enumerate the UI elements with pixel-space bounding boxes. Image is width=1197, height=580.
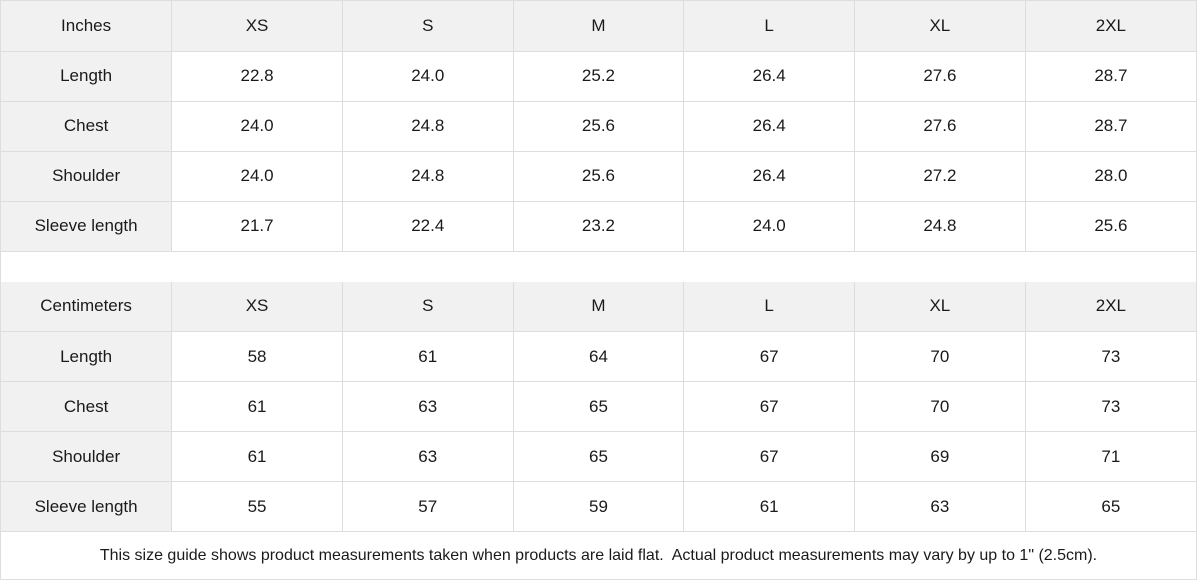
row-label-cell: Length — [1, 331, 173, 382]
inches-table: Inches XS S M L XL 2XL Length 22.8 24.0 … — [1, 1, 1196, 252]
value-cell: 65 — [1025, 481, 1196, 532]
size-header-cell: S — [342, 281, 514, 332]
table-header-row: Centimeters XS S M L XL 2XL — [1, 281, 1196, 332]
value-cell: 24.8 — [854, 201, 1026, 252]
value-cell: 61 — [342, 331, 514, 382]
value-cell: 61 — [171, 381, 343, 432]
size-header-cell: 2XL — [1025, 281, 1196, 332]
value-cell: 67 — [683, 381, 856, 432]
size-header-cell: S — [342, 1, 514, 52]
value-cell: 24.8 — [342, 151, 514, 202]
value-cell: 59 — [513, 481, 685, 532]
row-label-cell: Shoulder — [1, 431, 173, 482]
value-cell: 70 — [854, 381, 1026, 432]
value-cell: 26.4 — [683, 151, 856, 202]
size-header-cell: XS — [171, 1, 343, 52]
table-header-row: Inches XS S M L XL 2XL — [1, 1, 1196, 52]
row-label-cell: Length — [1, 51, 173, 102]
table-gap-spacer — [1, 251, 1196, 282]
value-cell: 65 — [513, 431, 685, 482]
value-cell: 64 — [513, 331, 685, 382]
value-cell: 61 — [171, 431, 343, 482]
value-cell: 63 — [342, 431, 514, 482]
value-cell: 24.0 — [171, 101, 343, 152]
row-label-cell: Sleeve length — [1, 481, 173, 532]
row-label-cell: Shoulder — [1, 151, 173, 202]
value-cell: 69 — [854, 431, 1026, 482]
value-cell: 25.6 — [1025, 201, 1196, 252]
table-row: Sleeve length 55 57 59 61 63 65 — [1, 481, 1196, 532]
value-cell: 26.4 — [683, 101, 856, 152]
value-cell: 24.8 — [342, 101, 514, 152]
value-cell: 22.8 — [171, 51, 343, 102]
unit-header-cell: Inches — [1, 1, 173, 52]
size-header-cell: XL — [854, 281, 1026, 332]
value-cell: 73 — [1025, 381, 1196, 432]
value-cell: 65 — [513, 381, 685, 432]
size-header-cell: L — [683, 1, 856, 52]
value-cell: 28.0 — [1025, 151, 1196, 202]
centimeters-table: Centimeters XS S M L XL 2XL Length 58 61… — [1, 281, 1196, 532]
size-header-cell: XS — [171, 281, 343, 332]
row-label-cell: Sleeve length — [1, 201, 173, 252]
value-cell: 67 — [683, 331, 856, 382]
value-cell: 21.7 — [171, 201, 343, 252]
value-cell: 73 — [1025, 331, 1196, 382]
size-header-cell: XL — [854, 1, 1026, 52]
value-cell: 55 — [171, 481, 343, 532]
value-cell: 71 — [1025, 431, 1196, 482]
value-cell: 27.6 — [854, 101, 1026, 152]
table-row: Shoulder 61 63 65 67 69 71 — [1, 431, 1196, 482]
value-cell: 24.0 — [171, 151, 343, 202]
value-cell: 57 — [342, 481, 514, 532]
value-cell: 24.0 — [342, 51, 514, 102]
table-row: Shoulder 24.0 24.8 25.6 26.4 27.2 28.0 — [1, 151, 1196, 202]
unit-header-cell: Centimeters — [1, 281, 173, 332]
value-cell: 23.2 — [513, 201, 685, 252]
size-header-cell: M — [513, 1, 685, 52]
table-row: Length 58 61 64 67 70 73 — [1, 331, 1196, 382]
table-row: Sleeve length 21.7 22.4 23.2 24.0 24.8 2… — [1, 201, 1196, 252]
table-row: Length 22.8 24.0 25.2 26.4 27.6 28.7 — [1, 51, 1196, 102]
size-guide-disclaimer: This size guide shows product measuremen… — [1, 532, 1196, 579]
table-row: Chest 24.0 24.8 25.6 26.4 27.6 28.7 — [1, 101, 1196, 152]
value-cell: 25.2 — [513, 51, 685, 102]
value-cell: 28.7 — [1025, 101, 1196, 152]
value-cell: 26.4 — [683, 51, 856, 102]
value-cell: 27.6 — [854, 51, 1026, 102]
row-label-cell: Chest — [1, 381, 173, 432]
value-cell: 24.0 — [683, 201, 856, 252]
value-cell: 27.2 — [854, 151, 1026, 202]
table-row: Chest 61 63 65 67 70 73 — [1, 381, 1196, 432]
value-cell: 70 — [854, 331, 1026, 382]
value-cell: 63 — [342, 381, 514, 432]
size-header-cell: M — [513, 281, 685, 332]
size-header-cell: 2XL — [1025, 1, 1196, 52]
value-cell: 67 — [683, 431, 856, 482]
value-cell: 61 — [683, 481, 856, 532]
value-cell: 28.7 — [1025, 51, 1196, 102]
value-cell: 25.6 — [513, 151, 685, 202]
value-cell: 22.4 — [342, 201, 514, 252]
row-label-cell: Chest — [1, 101, 173, 152]
size-header-cell: L — [683, 281, 856, 332]
value-cell: 63 — [854, 481, 1026, 532]
value-cell: 25.6 — [513, 101, 685, 152]
value-cell: 58 — [171, 331, 343, 382]
